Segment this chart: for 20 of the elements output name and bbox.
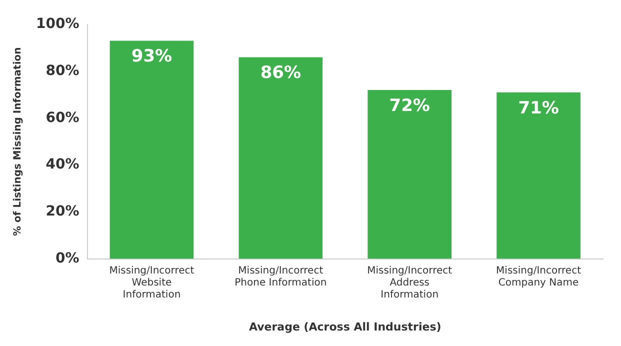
x-axis-title: Average (Across All Industries): [248, 320, 442, 334]
bar: [110, 40, 194, 259]
x-tick-label: Missing/Incorrect Address Information: [367, 265, 452, 300]
data-label: 93%: [131, 46, 172, 67]
y-tick-label: 40%: [46, 156, 80, 173]
data-label: 71%: [518, 98, 559, 118]
y-tick-label: 60%: [46, 110, 80, 126]
y-tick-label: 20%: [46, 204, 80, 220]
y-tick-label: 0%: [55, 250, 80, 266]
bar: [238, 57, 323, 259]
bar: [496, 92, 580, 259]
data-label: 86%: [260, 63, 302, 84]
y-tick-label: 80%: [46, 62, 80, 79]
x-tick-label: Missing/Incorrect Website Information: [109, 265, 194, 300]
bar: [368, 90, 452, 259]
x-tick-label: Missing/Incorrect Company Name: [496, 265, 582, 288]
x-tick-label: Missing/Incorrect Phone Information: [234, 265, 327, 288]
data-label: 72%: [389, 96, 430, 116]
y-axis-title: % of Listings Missing Information: [12, 47, 24, 236]
y-tick-label: 100%: [36, 16, 80, 32]
